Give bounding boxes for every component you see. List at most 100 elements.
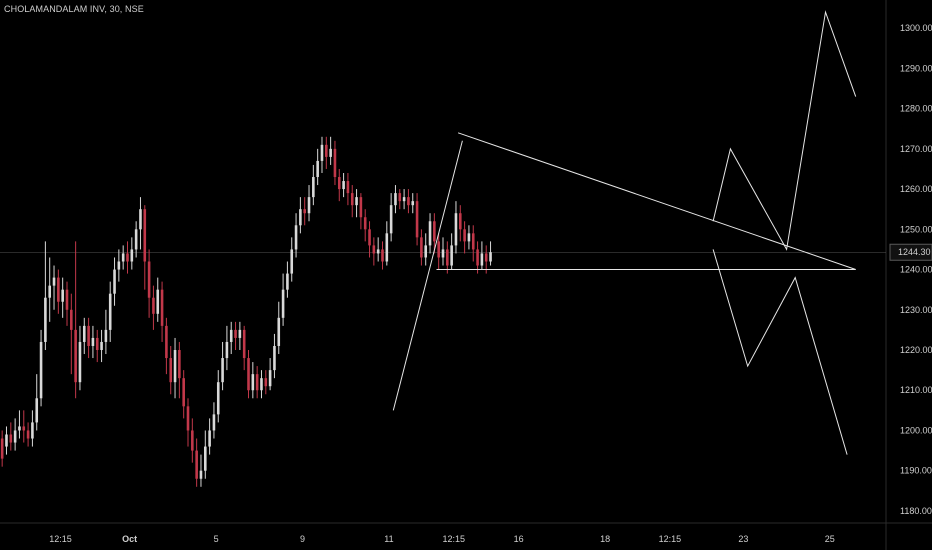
candle-body	[178, 350, 181, 379]
candle-body	[411, 201, 415, 206]
candle-body	[407, 197, 410, 206]
candle-body	[91, 337, 95, 346]
candle-body	[389, 205, 393, 234]
price-tick-label: 1250.00	[900, 224, 932, 234]
candle-body	[238, 329, 242, 338]
candle-body	[251, 374, 255, 391]
candle-body	[113, 269, 116, 294]
candle-body	[160, 289, 164, 326]
price-tick-label: 1190.00	[900, 466, 932, 476]
candle-body	[286, 273, 289, 290]
candle-body	[52, 277, 56, 286]
triangle-upper-trendline[interactable]	[457, 132, 856, 270]
candle-body	[454, 213, 458, 246]
candle-body	[139, 209, 142, 230]
time-tick-label: 9	[300, 534, 305, 544]
projection-bullish-path[interactable]	[712, 10, 857, 251]
candle-body	[143, 209, 147, 262]
candle-body	[247, 358, 250, 391]
candle-body	[126, 253, 129, 262]
price-tick-label: 1180.00	[900, 506, 932, 516]
candle-body	[368, 229, 371, 246]
candle-body	[208, 430, 211, 447]
ascending-trendline[interactable]	[392, 140, 463, 411]
drawings-layer[interactable]	[392, 10, 857, 455]
candle-body	[130, 249, 134, 262]
candle-body	[446, 249, 449, 266]
candle-body	[415, 201, 419, 238]
candle-body	[165, 325, 168, 359]
candle-body	[463, 229, 466, 242]
candle-body	[100, 341, 103, 351]
projection-bearish-path[interactable]	[712, 249, 848, 455]
price-tick-label: 1270.00	[900, 144, 932, 154]
candle-body	[173, 350, 177, 383]
candle-body	[346, 181, 350, 194]
candle-body	[424, 245, 428, 258]
candle-body	[87, 325, 90, 346]
candle-body	[450, 245, 453, 266]
candle-body	[433, 221, 436, 242]
candle-body	[134, 229, 138, 250]
candle-body	[342, 181, 345, 190]
candle-body	[381, 249, 384, 262]
time-axis[interactable]: 12:15 Oct 5 9 11 12:15 16 18 12:15 23 25	[49, 534, 835, 544]
candle-body	[398, 193, 402, 202]
candle-body	[186, 406, 190, 431]
price-axis[interactable]: 1180.00 1190.00 1200.00 1210.00 1220.00 1230.…	[889, 23, 932, 516]
candle-body	[152, 297, 155, 314]
candle-body	[299, 209, 302, 226]
candle-body	[82, 325, 86, 342]
candle-body	[44, 297, 47, 342]
price-tick-label: 1300.00	[900, 23, 932, 33]
candle-body	[337, 177, 341, 190]
candle-body	[273, 345, 276, 371]
candle-body	[70, 309, 73, 330]
candle-body	[281, 289, 285, 318]
candle-body	[480, 253, 484, 266]
candle-body	[329, 148, 332, 157]
candle-body	[350, 193, 354, 206]
candle-body	[428, 221, 432, 246]
candle-body	[35, 398, 39, 423]
candle-body	[182, 378, 185, 407]
candle-body	[65, 289, 69, 310]
time-tick-label: 23	[738, 534, 748, 544]
candle-body	[203, 446, 207, 471]
candle-body	[268, 370, 272, 387]
candle-body	[277, 317, 281, 346]
candle-body	[467, 233, 471, 242]
time-tick-label: 16	[514, 534, 524, 544]
candle-body	[5, 434, 8, 447]
candle-body	[95, 337, 99, 351]
candles-layer	[0, 136, 492, 487]
candle-body	[234, 329, 237, 338]
price-tick-label: 1240.00	[900, 265, 932, 275]
candle-body	[333, 148, 337, 178]
candle-body	[57, 277, 60, 302]
price-tick-label: 1200.00	[900, 425, 932, 435]
candle-body	[225, 341, 229, 359]
price-tick-label: 1290.00	[900, 63, 932, 73]
candle-body	[212, 414, 216, 431]
candle-body	[31, 422, 34, 439]
candle-body	[294, 225, 298, 250]
candle-body	[39, 341, 43, 399]
time-tick-label: 25	[825, 534, 835, 544]
time-tick-label: 18	[600, 534, 610, 544]
candle-body	[74, 329, 77, 383]
candle-body	[312, 177, 315, 198]
candle-body	[216, 382, 220, 415]
candle-body	[255, 374, 259, 391]
candle-body	[121, 253, 125, 262]
symbol-legend: CHOLAMANDALAM INV, 30, NSE	[4, 4, 144, 14]
time-tick-label: Oct	[122, 534, 137, 544]
price-tick-label: 1230.00	[900, 305, 932, 315]
time-tick-label: 5	[214, 534, 219, 544]
candle-body	[359, 197, 363, 218]
candle-body	[394, 193, 397, 206]
candle-body	[290, 249, 294, 274]
